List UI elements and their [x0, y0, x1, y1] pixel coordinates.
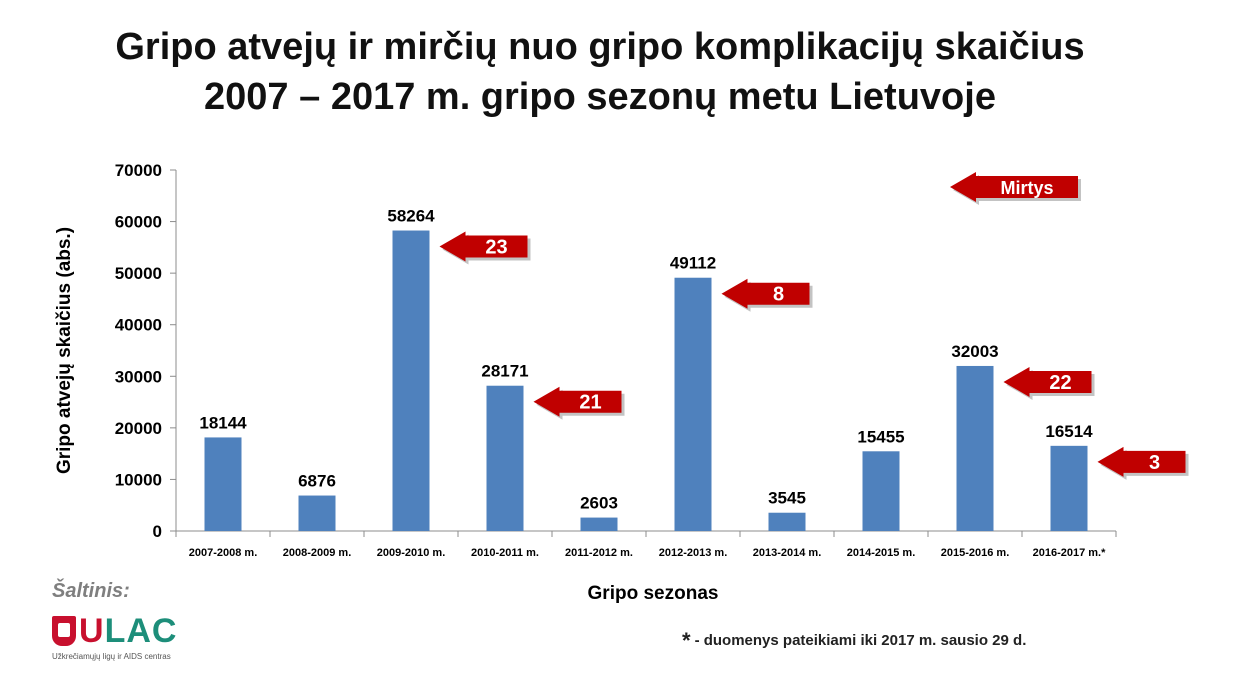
x-tick-label: 2015-2016 m.	[941, 547, 1010, 559]
y-tick-label: 30000	[115, 367, 162, 386]
arrow-shape	[1097, 446, 1186, 477]
bar-value-label: 58264	[387, 207, 435, 226]
chart-title-line1: Gripo atvejų ir mirčių nuo gripo komplik…	[115, 26, 1085, 68]
bar	[674, 277, 712, 531]
death-arrows: Mirtys 23 21 8 22 3	[439, 172, 1189, 480]
x-tick-label: 2010-2011 m.	[471, 547, 539, 559]
x-tick-label: 2014-2015 m.	[847, 547, 916, 559]
y-axis: 0 10000 20000 30000 40000 50000 60000 70000	[115, 161, 1116, 541]
bars	[204, 230, 1088, 531]
bar	[486, 385, 524, 531]
y-axis-label: Gripo atvejų skaičius (abs.)	[54, 227, 75, 474]
x-axis-label: Gripo sezonas	[588, 583, 719, 604]
x-tick-label: 2013-2014 m.	[753, 547, 822, 559]
bar-chart: 0 10000 20000 30000 40000 50000 60000 70000 181…	[54, 161, 1189, 604]
y-tick-label: 50000	[115, 264, 162, 283]
bar-value-label: 16514	[1045, 422, 1093, 441]
bar	[768, 512, 806, 531]
bar	[392, 230, 430, 531]
footnote-text: - duomenys pateikiami iki 2017 m. sausio…	[694, 632, 1027, 649]
bar	[298, 495, 336, 531]
logo-wordmark: ULAC	[79, 612, 178, 650]
death-arrow: 3	[1097, 446, 1189, 480]
bar	[956, 365, 994, 531]
y-tick-label: 0	[153, 522, 162, 541]
arrow-shape	[439, 231, 528, 262]
bar	[862, 451, 900, 531]
coat-of-arms-icon	[52, 616, 76, 646]
x-tick-label: 2009-2010 m.	[377, 547, 446, 559]
x-axis-tick-labels: 2007-2008 m. 2008-2009 m. 2009-2010 m. 2010…	[175, 531, 1117, 559]
data-labels: 18144 6876 58264 28171 2603 49112 3545 15455 320…	[199, 207, 1093, 513]
arrow-label: 23	[485, 237, 507, 259]
arrow-label: 3	[1149, 452, 1160, 474]
bar-value-label: 2603	[580, 494, 618, 513]
bar-value-label: 3545	[768, 489, 806, 508]
arrow-label: 21	[579, 392, 601, 414]
ulac-logo: ULAC Užkrečiamųjų ligų ir AIDS centras	[52, 612, 202, 664]
x-tick-label: 2007-2008 m.	[189, 547, 258, 559]
y-tick-label: 20000	[115, 419, 162, 438]
arrow-shape	[1003, 366, 1092, 397]
bar	[580, 517, 618, 531]
bar-value-label: 32003	[951, 342, 998, 361]
death-arrow: 21	[533, 386, 625, 420]
death-arrow: 22	[1003, 366, 1095, 400]
footnote-star: *	[682, 628, 691, 653]
x-tick-label: 2011-2012 m.	[565, 547, 633, 559]
arrow-label: 8	[773, 284, 784, 306]
y-tick-label: 10000	[115, 470, 162, 489]
logo-subtitle: Užkrečiamųjų ligų ir AIDS centras	[52, 652, 171, 661]
bar-value-label: 28171	[481, 362, 528, 381]
bar	[1050, 445, 1088, 531]
y-tick-label: 40000	[115, 316, 162, 335]
x-tick-label: 2008-2009 m.	[283, 547, 352, 559]
y-tick-label: 70000	[115, 161, 162, 180]
x-tick-label: 2012-2013 m.	[659, 547, 728, 559]
footnote: * - duomenys pateikiami iki 2017 m. sausi…	[682, 628, 1026, 654]
arrow-shape	[721, 278, 810, 309]
death-arrow: 23	[439, 231, 531, 265]
death-arrow: 8	[721, 278, 813, 312]
bar-value-label: 49112	[670, 254, 716, 273]
y-tick-label: 60000	[115, 213, 162, 232]
chart-title-line2: 2007 – 2017 m. gripo sezonų metu Lietuvo…	[204, 76, 996, 118]
arrow-shape	[950, 172, 1078, 202]
arrow-label: Mirtys	[1000, 178, 1053, 198]
bar-value-label: 18144	[199, 413, 247, 432]
legend-mirtys-arrow: Mirtys	[950, 172, 1081, 205]
arrow-label: 22	[1049, 372, 1071, 394]
source-label: Šaltinis:	[52, 580, 130, 602]
arrow-shape	[533, 386, 622, 417]
bar-value-label: 6876	[298, 472, 336, 491]
bar	[204, 437, 242, 531]
bar-value-label: 15455	[857, 427, 904, 446]
x-tick-label: 2016-2017 m.*	[1033, 547, 1106, 559]
chart-title: Gripo atvejų ir mirčių nuo gripo komplik…	[0, 22, 1200, 122]
